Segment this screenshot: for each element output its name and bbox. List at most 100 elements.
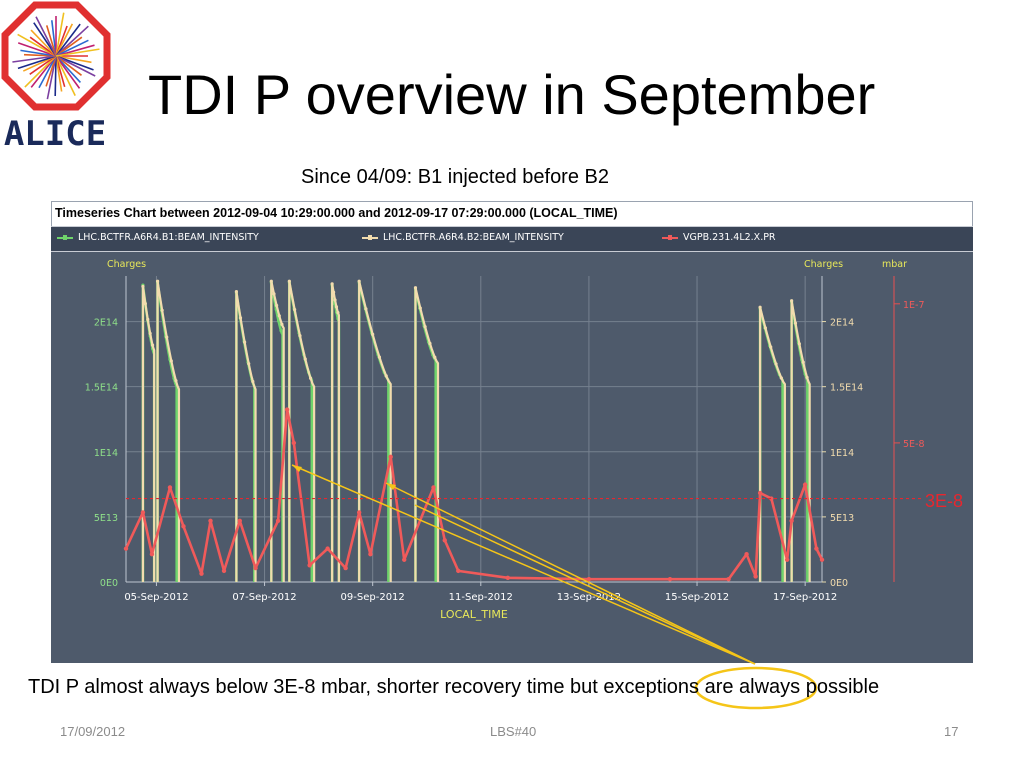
series-b2-point (243, 340, 247, 344)
chart-title: Timeseries Chart between 2012-09-04 10:2… (55, 206, 618, 220)
legend-label-b1: LHC.BCTFR.A6R4.B1:BEAM_INTENSITY (78, 232, 259, 243)
legend-item-b1[interactable]: LHC.BCTFR.A6R4.B1:BEAM_INTENSITY (57, 232, 259, 243)
logo-ray (55, 48, 100, 57)
series-vgpb-point (167, 485, 173, 490)
series-b1-fill (270, 281, 284, 582)
logo-ray (55, 39, 89, 57)
y-left-tick-label: 1.5E14 (85, 383, 118, 394)
series-b2-point (413, 286, 418, 290)
y-mbar-axis-title: mbar (882, 259, 907, 270)
series-vgpb-point (769, 496, 774, 501)
series-vgpb-point (402, 557, 407, 562)
series-b2-point (331, 290, 336, 294)
series-vgpb-point (343, 565, 348, 571)
series-b2-point (371, 332, 375, 336)
series-b2-point (251, 379, 255, 384)
series-b2-point (238, 316, 243, 320)
series-b2-point (423, 325, 427, 329)
series-vgpb-point (275, 518, 281, 523)
x-tick-label: 17-Sep-2012 (773, 592, 837, 603)
y-right-tick-label: 0E0 (830, 578, 848, 589)
legend-item-vgpb[interactable]: VGPB.231.4L2.X.PR (662, 232, 776, 243)
plot-area: 05-Sep-2012 07-Sep-2012 09-Sep-2012 11-Sep-… (85, 259, 925, 621)
logo-ray (12, 55, 57, 63)
logo-ray (29, 36, 57, 57)
series-vgpb-point (505, 575, 511, 581)
y-right-tick-label: 1E14 (830, 448, 854, 459)
logo-text: ALICE (4, 114, 106, 154)
logo-ray (46, 55, 57, 100)
logo-ray (55, 36, 83, 57)
series-vgpb-point (237, 518, 242, 523)
series-b2-fill (156, 280, 181, 582)
logo-ray (55, 55, 76, 96)
logo-ray (29, 55, 57, 75)
series-vgpb-point (221, 568, 227, 574)
logo-ray (55, 23, 81, 57)
series-b2-point (148, 331, 152, 336)
series-vgpb-point (253, 565, 258, 571)
logo-ray (45, 25, 57, 57)
series-b1-point (276, 319, 281, 323)
series-b2-point (272, 292, 276, 296)
series-b2-point (333, 298, 337, 302)
series-vgpb-point (753, 574, 758, 579)
series-b2-point (287, 279, 291, 283)
series-b2-point (336, 310, 340, 315)
series-b2-fill (358, 280, 392, 582)
legend-swatch-vgpb (662, 234, 678, 240)
series-b2-point (298, 334, 302, 338)
logo-ray (55, 55, 92, 64)
series-b2-point (160, 308, 164, 312)
logo-ray (17, 33, 57, 57)
logo-ray (45, 55, 57, 87)
y-right-tick-label: 5E13 (830, 513, 854, 524)
series-vgpb-point (284, 407, 290, 412)
series-b1-fill (156, 281, 179, 582)
y-left-tick-label: 2E14 (94, 318, 118, 329)
series-b2-point (141, 284, 145, 289)
series-vgpb-point (789, 518, 794, 523)
logo-ray (54, 55, 57, 97)
logo-ray (55, 55, 82, 76)
legend-item-b2[interactable]: LHC.BCTFR.A6R4.B2:BEAM_INTENSITY (362, 232, 564, 243)
x-tick-label: 13-Sep-2012 (557, 592, 621, 603)
series-vgpb-point (325, 546, 330, 551)
y-mbar-tick-label: 1E-7 (903, 300, 925, 311)
series-b2-point (247, 362, 251, 366)
series-b1-fill (414, 287, 438, 582)
series-vgpb-point (442, 538, 447, 543)
series-vgpb-point (586, 577, 592, 582)
y-mbar-tick-label: 5E-8 (903, 439, 925, 450)
y-right-tick-label: 2E14 (830, 318, 854, 329)
series-b2-point (150, 343, 155, 347)
slide-caption: TDI P almost always below 3E-8 mbar, sho… (28, 676, 880, 698)
series-vgpb-line (124, 408, 824, 581)
footer-center: LBS#40 (490, 724, 537, 739)
series-b2-point (418, 306, 422, 310)
logo-ray (55, 25, 89, 57)
legend-swatch-b2 (362, 234, 378, 240)
timeseries-chart: Timeseries Chart between 2012-09-04 10:2… (51, 201, 973, 663)
logo-ray (30, 29, 57, 57)
series-vgpb-point (802, 482, 808, 487)
series-b2-point (277, 314, 281, 318)
page-number: 17 (944, 724, 959, 739)
series-b2-point (293, 307, 297, 312)
threshold-label: 3E-8 (925, 491, 964, 511)
series-vgpb-point (356, 510, 362, 515)
series-vgpb-point (307, 563, 312, 568)
slide-title: TDI P overview in September (148, 63, 876, 126)
series-vgpb-point (784, 557, 790, 562)
x-axis-title: LOCAL_TIME (440, 608, 508, 621)
series-b2-point (275, 303, 279, 308)
series-b2-point (169, 359, 173, 363)
logo-ray (17, 42, 57, 57)
series-b2-point (234, 290, 239, 294)
x-tick-label: 07-Sep-2012 (232, 592, 296, 603)
series-vgpb-point (388, 454, 393, 460)
series-vgpb-point (291, 440, 297, 446)
series-b2-point (779, 376, 783, 380)
logo-ray (17, 55, 57, 70)
footer-date: 17/09/2012 (60, 724, 126, 739)
